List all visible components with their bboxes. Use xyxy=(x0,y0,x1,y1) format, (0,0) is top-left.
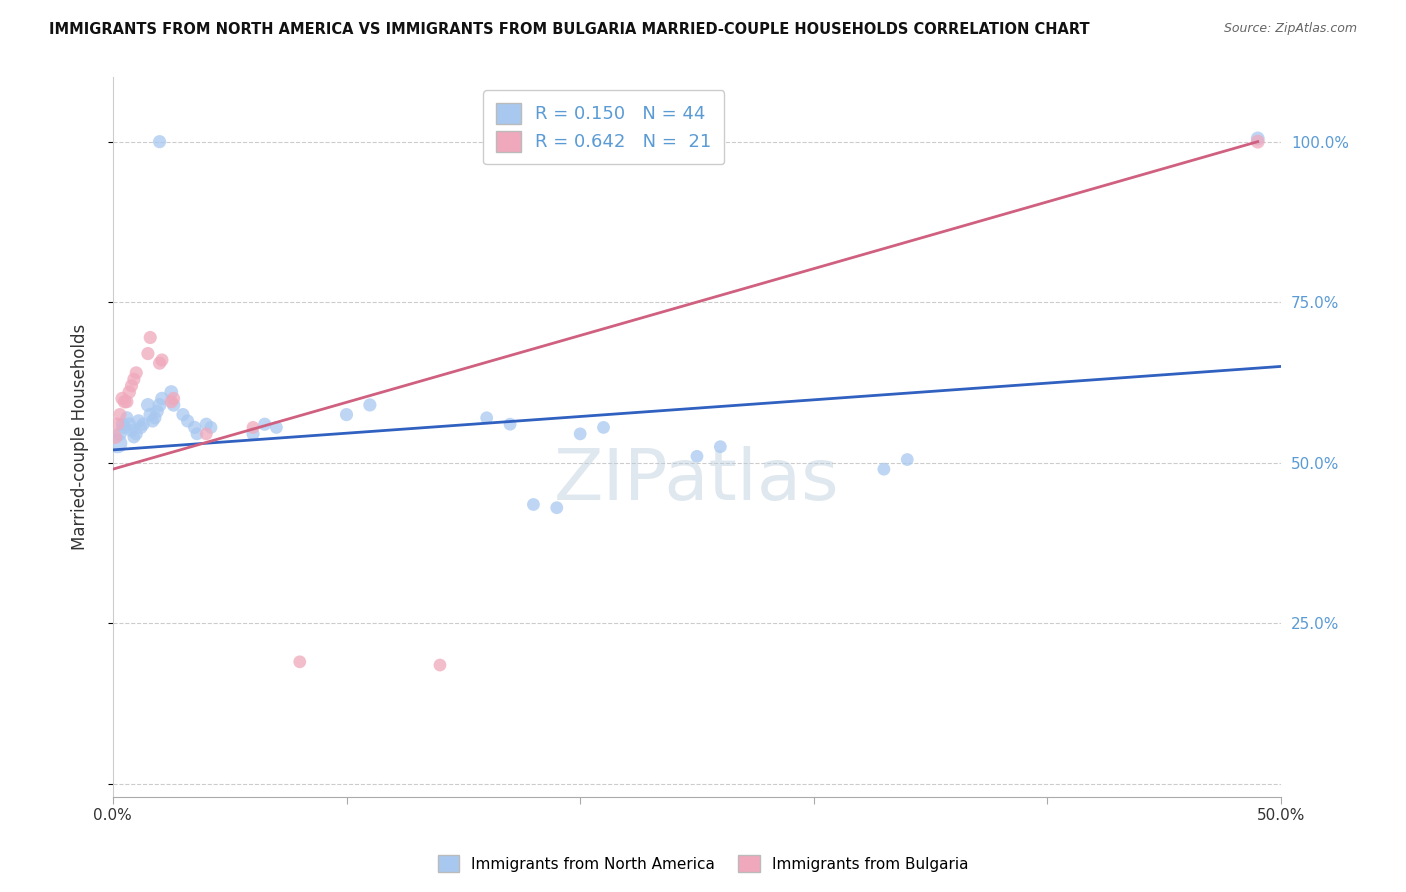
Point xyxy=(107,417,129,432)
Point xyxy=(125,366,148,380)
Point xyxy=(172,408,194,422)
Y-axis label: Married-couple Households: Married-couple Households xyxy=(72,324,89,550)
Point xyxy=(114,420,136,434)
Text: Source: ZipAtlas.com: Source: ZipAtlas.com xyxy=(1223,22,1357,36)
Point xyxy=(118,417,141,432)
Point xyxy=(111,392,134,406)
Point xyxy=(148,135,170,149)
Point xyxy=(288,655,311,669)
Point xyxy=(139,408,162,422)
Point xyxy=(128,414,150,428)
Point xyxy=(136,398,159,412)
Point xyxy=(107,436,129,450)
Point xyxy=(186,426,208,441)
Point xyxy=(108,426,131,441)
Point xyxy=(121,424,143,438)
Point xyxy=(148,398,170,412)
Point xyxy=(121,378,143,392)
Point xyxy=(266,420,288,434)
Point xyxy=(195,426,218,441)
Point xyxy=(195,417,218,432)
Point xyxy=(429,658,451,673)
Point xyxy=(522,498,544,512)
Point xyxy=(129,420,152,434)
Point xyxy=(335,408,357,422)
Point xyxy=(896,452,918,467)
Point xyxy=(160,394,183,409)
Point xyxy=(1247,131,1270,145)
Point xyxy=(592,420,614,434)
Point xyxy=(475,410,498,425)
Point xyxy=(139,330,162,344)
Point xyxy=(136,346,159,360)
Point xyxy=(143,410,166,425)
Point xyxy=(111,417,134,432)
Point xyxy=(115,410,138,425)
Point xyxy=(122,430,145,444)
Point xyxy=(200,420,222,434)
Point xyxy=(125,426,148,441)
Text: IMMIGRANTS FROM NORTH AMERICA VS IMMIGRANTS FROM BULGARIA MARRIED-COUPLE HOUSEHO: IMMIGRANTS FROM NORTH AMERICA VS IMMIGRA… xyxy=(49,22,1090,37)
Point xyxy=(1247,135,1270,149)
Point xyxy=(359,398,381,412)
Point xyxy=(242,420,264,434)
Point xyxy=(253,417,276,432)
Point xyxy=(242,426,264,441)
Point xyxy=(873,462,896,476)
Point xyxy=(104,430,127,444)
Point xyxy=(132,417,155,432)
Point xyxy=(183,420,205,434)
Point xyxy=(546,500,568,515)
Point xyxy=(569,426,592,441)
Point xyxy=(499,417,522,432)
Point xyxy=(150,392,173,406)
Point xyxy=(162,392,184,406)
Point xyxy=(162,398,184,412)
Point xyxy=(118,385,141,400)
Point xyxy=(146,404,169,418)
Point xyxy=(160,385,183,400)
Point xyxy=(148,356,170,370)
Legend: R = 0.150   N = 44, R = 0.642   N =  21: R = 0.150 N = 44, R = 0.642 N = 21 xyxy=(482,90,724,164)
Point xyxy=(150,353,173,368)
Point xyxy=(709,440,731,454)
Point xyxy=(122,372,145,386)
Point xyxy=(108,408,131,422)
Point xyxy=(176,414,198,428)
Point xyxy=(686,450,709,464)
Point xyxy=(142,414,165,428)
Legend: Immigrants from North America, Immigrants from Bulgaria: Immigrants from North America, Immigrant… xyxy=(430,847,976,880)
Point xyxy=(115,394,138,409)
Text: ZIPatlas: ZIPatlas xyxy=(554,446,839,515)
Point xyxy=(114,394,136,409)
